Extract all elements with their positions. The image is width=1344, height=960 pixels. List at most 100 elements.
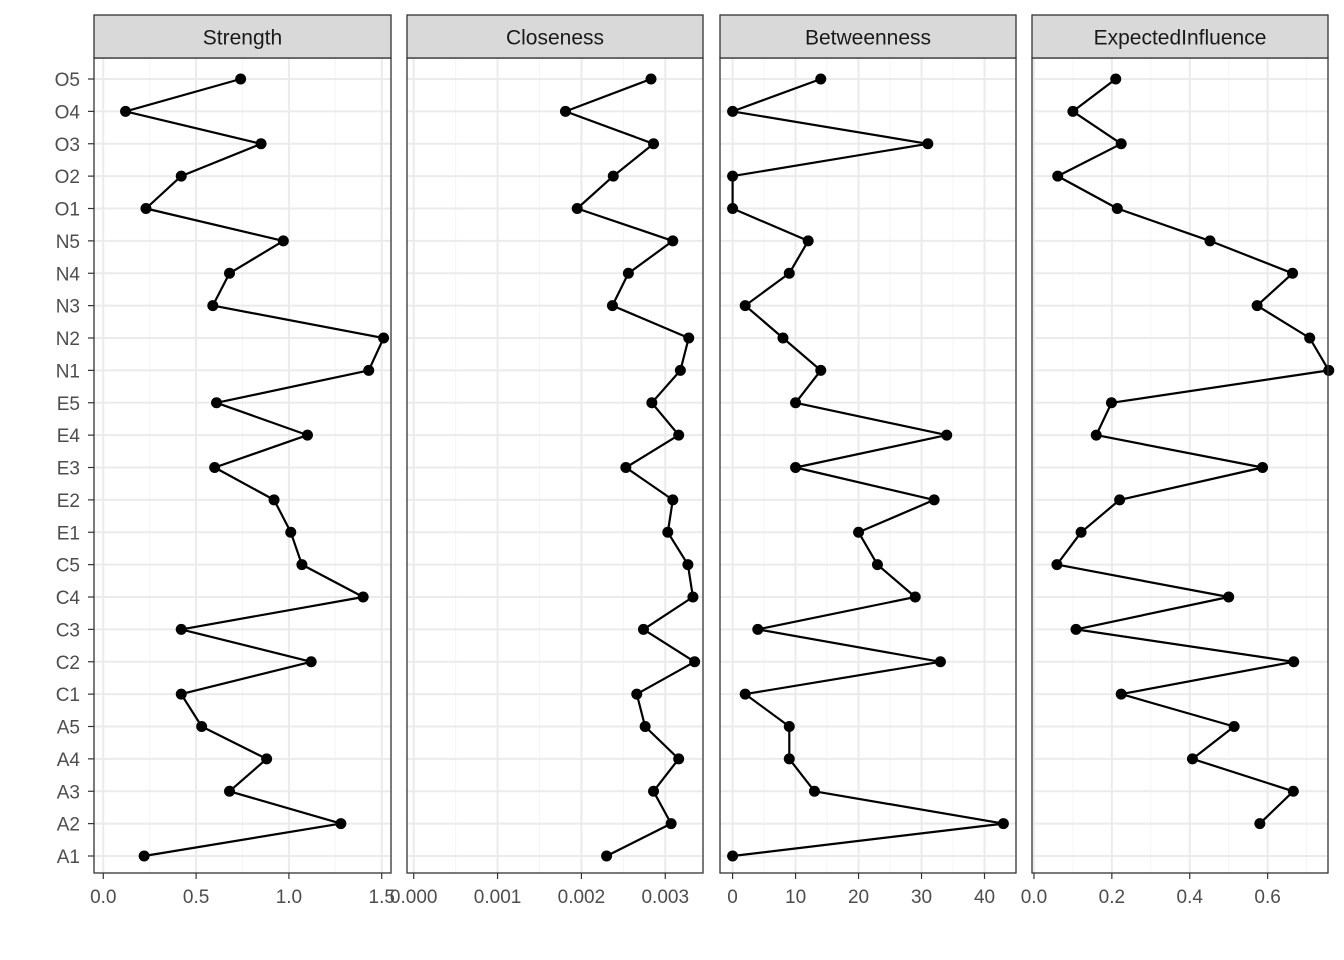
data-point-c4	[687, 591, 699, 603]
data-point-o5	[235, 73, 247, 85]
data-point-a5	[639, 721, 651, 732]
x-tick-label: 40	[974, 887, 995, 908]
y-tick-label: E3	[57, 459, 80, 480]
x-tick-label: 0.0	[90, 887, 116, 908]
data-point-n1	[674, 364, 686, 376]
y-tick-label: C2	[56, 653, 80, 674]
panel-background	[1032, 58, 1328, 873]
data-point-e5	[790, 397, 802, 409]
data-point-e4	[673, 429, 685, 441]
data-point-a5	[783, 721, 795, 732]
x-tick-label: 0.6	[1254, 887, 1280, 908]
data-point-e1	[285, 526, 297, 538]
y-tick-label: A1	[57, 847, 80, 868]
x-tick-label: 30	[911, 887, 932, 908]
x-tick-label: 0.2	[1099, 887, 1125, 908]
x-tick-label: 0.003	[641, 887, 689, 908]
data-point-c4	[357, 591, 369, 603]
y-tick-label: A5	[57, 718, 80, 739]
data-point-c2	[1288, 656, 1300, 668]
data-point-o2	[1052, 170, 1064, 182]
data-point-a5	[196, 721, 208, 732]
panel-betweenness: Betweenness 0 10 20 30 40	[719, 14, 1017, 908]
data-point-c1	[631, 688, 643, 700]
x-tick-label: 0.5	[183, 887, 209, 908]
data-point-e5	[1105, 397, 1117, 409]
data-point-o4	[559, 105, 571, 117]
y-tick-label: E4	[57, 426, 81, 447]
data-point-e4	[1090, 429, 1102, 441]
data-point-e5	[646, 397, 658, 409]
data-point-e4	[301, 429, 313, 441]
x-tick-label: 1.5	[369, 887, 395, 908]
data-point-c5	[871, 559, 883, 571]
data-point-o4	[727, 105, 739, 117]
data-point-c5	[1051, 559, 1063, 571]
data-point-n5	[667, 235, 679, 247]
data-point-o1	[140, 203, 152, 214]
strip-background	[406, 14, 704, 59]
data-point-c2	[305, 656, 317, 668]
data-point-o4	[120, 105, 132, 117]
data-point-o3	[648, 138, 660, 150]
data-point-e1	[662, 526, 674, 538]
data-point-a3	[648, 785, 660, 797]
data-point-o3	[922, 138, 934, 150]
data-point-c3	[175, 623, 187, 635]
data-point-c1	[175, 688, 187, 700]
y-tick-label: C4	[56, 588, 81, 609]
y-tick-label: N1	[56, 361, 80, 382]
data-point-n5	[1204, 235, 1216, 247]
data-point-o2	[607, 170, 619, 182]
data-point-e2	[1114, 494, 1126, 506]
data-point-a5	[1228, 721, 1240, 732]
data-point-n5	[802, 235, 814, 247]
data-point-o4	[1067, 105, 1079, 117]
data-point-e3	[1257, 462, 1269, 473]
data-point-e5	[211, 397, 223, 409]
strip-label: ExpectedInfluence	[1094, 27, 1267, 50]
data-point-n4	[783, 267, 795, 279]
data-point-a4	[1186, 753, 1198, 765]
data-point-o1	[571, 203, 583, 214]
data-point-n2	[1304, 332, 1316, 344]
x-tick-label: 0.002	[558, 887, 606, 908]
y-tick-label: N3	[56, 297, 80, 318]
y-tick-label: O5	[55, 70, 80, 91]
x-tick-label: 0.0	[1021, 887, 1047, 908]
data-point-n4	[1287, 267, 1299, 279]
y-tick-label: C5	[56, 556, 80, 577]
data-point-n3	[1251, 300, 1263, 312]
x-tick-label: 0.001	[474, 887, 522, 908]
data-point-n4	[224, 267, 236, 279]
panel-strength: Strength 0.0 0.5 1.0 1.5	[90, 14, 395, 908]
x-tick-label: 20	[848, 887, 869, 908]
y-tick-label: A3	[57, 782, 80, 803]
panel-closeness: Closeness 0.000 0.001 0.002 0.003	[390, 14, 704, 908]
data-point-a4	[261, 753, 273, 765]
y-tick-label: O4	[55, 102, 81, 123]
data-point-e4	[941, 429, 953, 441]
y-tick-label: E5	[57, 394, 80, 415]
y-tick-label: E1	[57, 523, 80, 544]
data-point-o2	[727, 170, 739, 182]
data-point-e1	[853, 526, 865, 538]
data-point-e3	[620, 462, 632, 473]
x-tick-label: 0	[727, 887, 738, 908]
data-point-a1	[601, 850, 613, 862]
strip-label: Closeness	[506, 27, 604, 50]
data-point-e1	[1075, 526, 1087, 538]
data-point-c2	[689, 656, 701, 668]
data-point-o5	[1110, 73, 1122, 85]
data-point-c5	[682, 559, 694, 571]
data-point-n1	[1323, 364, 1335, 376]
data-point-e2	[667, 494, 679, 506]
x-tick-label: 1.0	[276, 887, 302, 908]
x-tick-label: 0.000	[390, 887, 438, 908]
data-point-c5	[296, 559, 308, 571]
strip-background	[719, 14, 1017, 59]
data-point-n2	[378, 332, 390, 344]
data-point-a2	[335, 818, 347, 830]
x-tick-label: 0.4	[1177, 887, 1204, 908]
y-tick-label: N5	[56, 232, 80, 253]
